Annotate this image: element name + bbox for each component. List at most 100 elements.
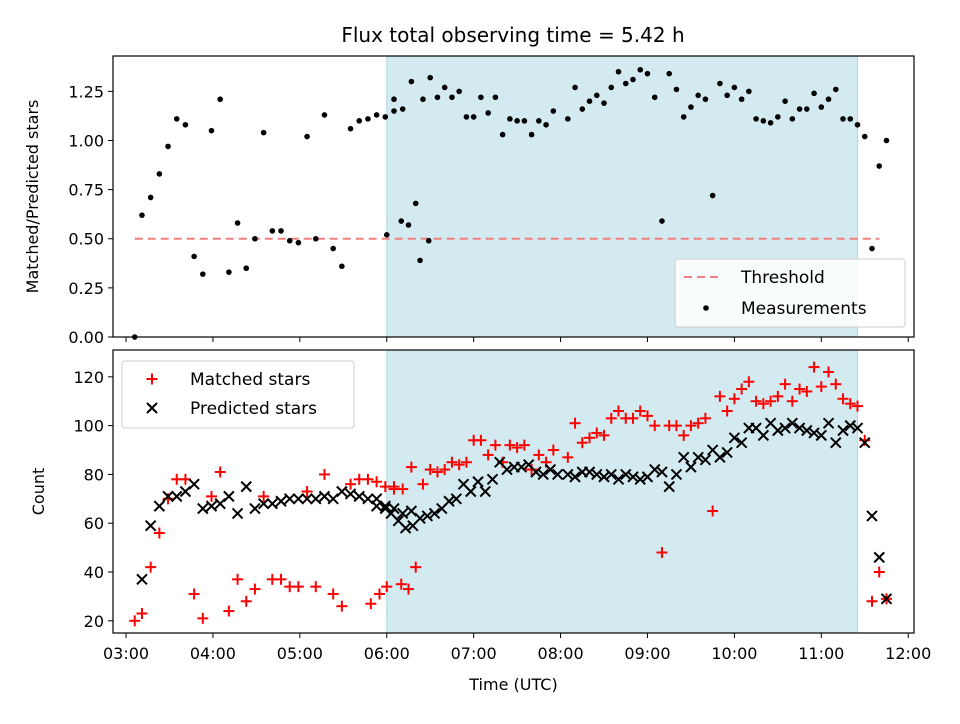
measurement-points	[131, 66, 890, 340]
predicted-star-point	[310, 493, 322, 505]
measurement-point	[753, 116, 759, 122]
predicted-star-point	[144, 519, 157, 532]
matched-star-point	[504, 439, 516, 451]
measurement-point	[405, 222, 412, 228]
count-y-ticks: 20 40 60 80 100 120	[73, 368, 113, 631]
measurement-point	[746, 88, 752, 95]
measurement-point	[252, 235, 258, 242]
x-tick-label: 06:00	[364, 644, 410, 663]
predicted-star-point	[486, 473, 499, 486]
predicted-star-point	[443, 495, 455, 507]
predicted-star-point	[284, 493, 296, 505]
count-legend: Matched stars Predicted stars	[121, 360, 355, 429]
predicted-star-point	[714, 451, 726, 464]
predicted-star-point	[685, 461, 697, 473]
measurement-point	[427, 74, 434, 81]
measurement-point	[330, 245, 336, 252]
x-tick-label: 12:00	[885, 644, 931, 663]
count-panel: 20 40 60 80 100 120 03:00 04:00 05:00 06:00 07:00…	[29, 349, 931, 694]
predicted-star-point	[318, 490, 331, 503]
matched-star-point	[728, 393, 740, 405]
ratio-y-axis-label: Matched/Predicted stars	[23, 100, 42, 294]
y-tick-label: 80	[84, 465, 104, 484]
predicted-star-point	[421, 510, 434, 522]
matched-star-point	[258, 490, 270, 502]
measurement-point	[217, 96, 223, 103]
measurement-point	[391, 96, 397, 103]
matched-star-point	[240, 595, 252, 607]
measurement-point	[804, 106, 810, 112]
measurement-point	[883, 137, 890, 144]
predicted-star-point	[551, 468, 564, 481]
measurement-point	[782, 98, 788, 104]
matched-star-point	[371, 476, 383, 488]
x-tick-label: 11:00	[798, 644, 844, 663]
predicted-star-point	[479, 485, 491, 498]
x-tick-label: 05:00	[277, 644, 323, 663]
matched-star-point	[402, 583, 414, 595]
matched-star-point	[699, 412, 711, 424]
predicted-star-point	[569, 471, 581, 483]
measurement-point	[666, 70, 673, 77]
measurement-point	[695, 92, 701, 99]
measurement-point	[832, 86, 839, 93]
matched-star-point	[772, 390, 784, 402]
x-tick-label: 04:00	[190, 644, 236, 663]
predicted-star-point	[562, 468, 574, 481]
matched-star-point	[153, 527, 165, 539]
measurement-point	[260, 129, 267, 136]
predicted-star-point	[370, 493, 383, 505]
matched-star-point	[765, 395, 777, 407]
measurement-point	[234, 220, 241, 226]
predicted-star-point	[301, 493, 313, 505]
measurement-point	[775, 114, 781, 120]
measurement-point	[673, 86, 680, 93]
predicted-star-point	[757, 429, 770, 442]
legend-measurements-swatch	[703, 305, 709, 311]
matched-star-point	[844, 398, 856, 410]
measurement-point	[312, 235, 319, 242]
matched-star-point	[605, 412, 617, 424]
predicted-star-point	[396, 507, 409, 520]
predicted-star-point	[793, 422, 806, 434]
predicted-star-point	[428, 507, 441, 520]
measurement-point	[147, 194, 154, 201]
matched-star-point	[808, 361, 820, 373]
predicted-star-point	[786, 417, 799, 429]
matched-star-point	[526, 464, 538, 476]
predicted-star-point	[153, 500, 166, 512]
measurement-point	[391, 108, 397, 114]
matched-star-point	[410, 561, 422, 573]
ratio-legend-box	[674, 258, 906, 328]
count-legend-box	[121, 360, 355, 429]
matched-star-point	[584, 432, 596, 444]
measurement-point	[295, 239, 302, 246]
y-tick-label: 0.00	[68, 328, 104, 347]
ratio-x-ticks	[125, 337, 909, 342]
time-x-axis-label: Time (UTC)	[468, 675, 557, 694]
matched-star-point	[852, 400, 864, 412]
matched-star-point	[395, 578, 407, 590]
measurement-point	[840, 116, 846, 122]
measurement-point	[586, 98, 593, 104]
measurement-point	[339, 263, 345, 270]
matched-star-point	[417, 478, 429, 490]
predicted-star-point	[472, 476, 484, 488]
measurement-point	[398, 218, 405, 224]
matched-star-point	[613, 405, 625, 417]
matched-star-point	[205, 490, 217, 502]
legend-predicted-swatch	[146, 402, 158, 414]
ratio-legend: Threshold Measurements	[674, 258, 906, 328]
predicted-stars-points	[136, 417, 893, 605]
predicted-star-point	[344, 488, 357, 500]
legend-predicted-label: Predicted stars	[190, 399, 317, 419]
predicted-star-point	[627, 471, 639, 483]
measurement-point	[717, 80, 723, 87]
measurement-point	[321, 112, 328, 118]
predicted-star-point	[257, 497, 270, 510]
measurement-point	[601, 100, 607, 106]
legend-threshold-label: Threshold	[740, 268, 825, 288]
matched-stars-points	[129, 361, 892, 627]
measurement-point	[286, 237, 293, 244]
measurement-point	[456, 88, 462, 95]
